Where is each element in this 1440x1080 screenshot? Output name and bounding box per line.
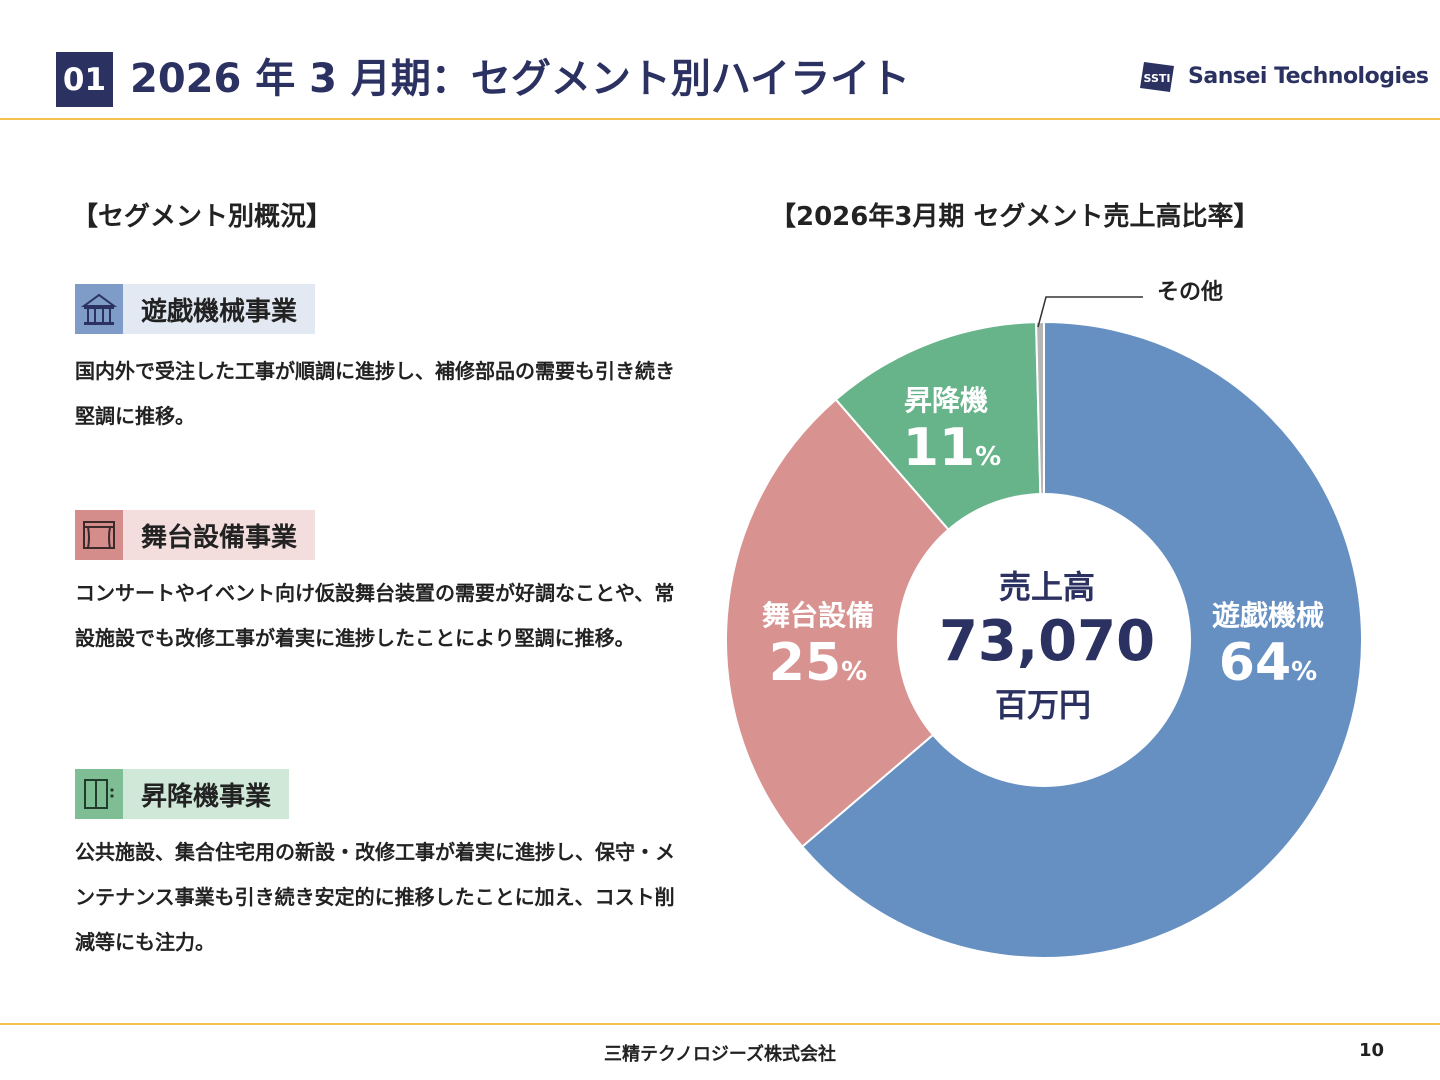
segment-description-elevator: 公共施設、集合住宅用の新設・改修工事が着実に進捗し、保守・メンテナンス事業も引き…	[75, 840, 675, 954]
center-value: 73,070	[939, 609, 1155, 674]
stage-curtain-icon	[75, 510, 123, 560]
segment-description-amusement: 国内外で受注した工事が順調に進捗し、補修部品の需要も引き続き堅調に推移。	[75, 359, 675, 428]
segment-name: 舞台設備事業	[123, 510, 316, 560]
footer-company-name: 三精テクノロジーズ株式会社	[603, 1044, 837, 1065]
donut-hole	[897, 493, 1191, 787]
logo-mark-text: SSTI	[1144, 72, 1171, 85]
carousel-icon	[75, 284, 123, 334]
slice-label-elevator: 昇降機	[904, 384, 988, 417]
elevator-icon	[75, 769, 123, 819]
footer-divider	[0, 1023, 1440, 1025]
chart-title: 【2026年3月期 セグメント売上高比率】	[770, 202, 1260, 232]
center-unit: 百万円	[995, 686, 1091, 724]
header: 01 2026 年 3 月期：セグメント別ハイライト SSTI Sansei T…	[0, 0, 1440, 120]
segment-overview-title: 【セグメント別概況】	[72, 202, 333, 232]
segment-label-elevator: 昇降機事業	[75, 769, 290, 819]
slice-label-amusement: 遊戯機械	[1212, 599, 1324, 632]
slice-value-stage: 25%	[769, 633, 867, 693]
segment-name: 遊戯機械事業	[123, 284, 316, 334]
slice-label-stage: 舞台設備	[762, 599, 874, 632]
segment-label-stage: 舞台設備事業	[75, 510, 316, 560]
center-label: 売上高	[999, 568, 1095, 606]
segment-description-stage: コンサートやイベント向け仮設舞台装置の需要が好調なことや、常設施設でも改修工事が…	[75, 581, 675, 650]
logo-mark-icon: SSTI	[1140, 62, 1174, 92]
section-number-badge: 01	[56, 52, 113, 107]
slice-stage	[725, 398, 1046, 849]
page-title: 2026 年 3 月期：セグメント別ハイライト	[130, 56, 911, 102]
segment-label-amusement: 遊戯機械事業	[75, 284, 316, 334]
slice-label-other: その他	[1157, 280, 1223, 305]
page-number: 10	[1358, 1040, 1384, 1061]
slice-value-amusement: 64%	[1219, 633, 1317, 693]
segment-name: 昇降機事業	[123, 769, 290, 819]
slice-value-elevator: 11%	[903, 418, 1001, 478]
other-leader-line	[1037, 296, 1143, 328]
logo-text: Sansei Technologies	[1188, 63, 1429, 89]
company-logo: SSTI Sansei Technologies	[1138, 58, 1429, 94]
